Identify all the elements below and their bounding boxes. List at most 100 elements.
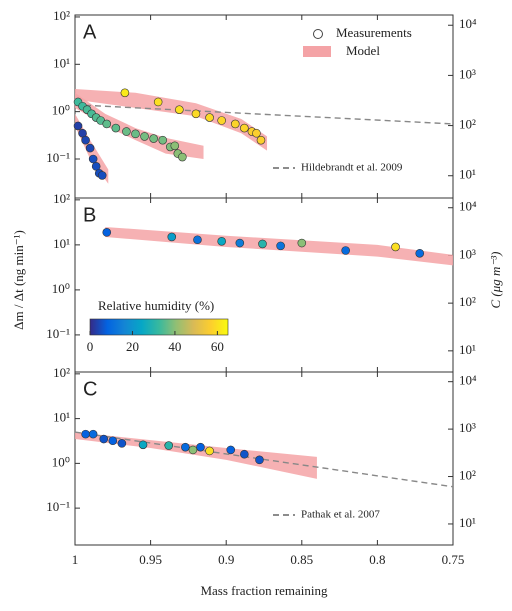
- measurement-point: [164, 441, 174, 450]
- measurement-point: [297, 238, 307, 248]
- panel-label: C: [83, 378, 97, 400]
- measurement-point: [81, 429, 90, 439]
- x-axis-label: Mass fraction remaining: [200, 583, 328, 598]
- x-tick-label: 0.8: [369, 552, 385, 567]
- y2-tick-label: 10²: [459, 468, 476, 483]
- y-tick-label: 10⁰: [52, 281, 70, 296]
- measurement-point: [170, 141, 180, 151]
- y-tick-label: 10²: [53, 8, 70, 23]
- y2-axis-label: C (μg m⁻³): [488, 251, 503, 308]
- measurement-point: [102, 228, 112, 237]
- legend-band: [303, 46, 331, 57]
- measurement-point: [217, 237, 226, 246]
- reference-label: Pathak et al. 2007: [301, 509, 380, 521]
- model-band: [75, 432, 317, 479]
- colorbar: [89, 318, 229, 336]
- colorbar-tick-label: 20: [126, 339, 139, 354]
- measurement-point: [188, 445, 198, 455]
- x-tick-label: 0.75: [442, 552, 465, 567]
- y-tick-label: 10⁻¹: [46, 150, 70, 165]
- y-tick-label: 10⁻¹: [46, 326, 70, 341]
- measurement-point: [131, 129, 140, 139]
- measurement-point: [167, 232, 177, 242]
- y-tick-label: 10⁻¹: [46, 499, 70, 514]
- measurement-point: [240, 123, 249, 133]
- measurement-point: [178, 152, 187, 162]
- measurement-point: [120, 88, 130, 98]
- measurement-point: [122, 127, 131, 136]
- y2-tick-label: 10⁴: [459, 16, 477, 31]
- measurement-point: [193, 235, 202, 245]
- panel-label: B: [83, 204, 96, 226]
- reference-line: [74, 431, 454, 488]
- measurement-point: [102, 119, 112, 129]
- y-tick-label: 10¹: [53, 236, 70, 251]
- y2-tick-label: 10²: [459, 117, 476, 132]
- measurement-point: [117, 439, 127, 448]
- panel-label: A: [83, 21, 97, 43]
- colorbar-tick-label: 0: [87, 339, 94, 354]
- measurement-point: [81, 135, 90, 145]
- measurement-point: [415, 249, 425, 258]
- measurement-point: [256, 135, 266, 145]
- legend-label: Measurements: [336, 25, 412, 40]
- measurement-point: [235, 238, 245, 248]
- measurement-point: [255, 455, 264, 465]
- measurement-point: [97, 171, 107, 180]
- measurement-point: [88, 429, 98, 439]
- y2-tick-label: 10³: [459, 66, 476, 81]
- measurement-point: [138, 440, 148, 450]
- measurement-point: [175, 105, 184, 114]
- y2-tick-label: 10²: [459, 294, 476, 309]
- measurement-point: [153, 97, 163, 107]
- x-tick-label: 0.95: [139, 552, 162, 567]
- reference-label: Hildebrandt et al. 2009: [301, 162, 403, 174]
- legend-label: Model: [346, 43, 380, 58]
- y2-tick-label: 10³: [459, 420, 476, 435]
- y2-tick-label: 10³: [459, 246, 476, 261]
- measurement-point: [191, 109, 201, 119]
- measurement-point: [140, 132, 149, 141]
- x-tick-label: 0.9: [218, 552, 234, 567]
- measurement-point: [258, 239, 267, 249]
- measurement-point: [196, 442, 205, 452]
- measurement-point: [85, 143, 95, 153]
- model-band: [75, 89, 268, 151]
- measurement-point: [240, 449, 249, 459]
- measurement-point: [391, 242, 400, 252]
- measurement-point: [276, 241, 285, 251]
- y-tick-label: 10¹: [53, 410, 70, 425]
- legend-marker: [313, 29, 323, 39]
- measurement-point: [158, 135, 167, 145]
- measurement-point: [108, 436, 118, 446]
- model-band: [75, 92, 204, 159]
- y2-tick-label: 10¹: [459, 515, 476, 530]
- y2-tick-label: 10¹: [459, 167, 476, 182]
- y2-tick-label: 10¹: [459, 342, 476, 357]
- colorbar-label: Relative humidity (%): [98, 298, 214, 313]
- x-tick-label: 1: [72, 552, 79, 567]
- y2-tick-label: 10⁴: [459, 373, 477, 388]
- y-tick-label: 10¹: [53, 55, 70, 70]
- measurement-point: [230, 119, 240, 129]
- measurement-point: [99, 434, 109, 444]
- y2-tick-label: 10⁴: [459, 199, 477, 214]
- measurement-point: [252, 128, 261, 138]
- measurement-point: [226, 445, 236, 455]
- measurement-point: [181, 442, 190, 452]
- measurement-point: [73, 121, 83, 131]
- y-tick-label: 10⁰: [52, 454, 70, 469]
- colorbar-tick-label: 60: [211, 339, 224, 354]
- measurement-point: [217, 116, 226, 125]
- measurement-point: [205, 446, 214, 456]
- x-tick-label: 0.85: [290, 552, 313, 567]
- measurement-point: [111, 123, 121, 133]
- y-axis-label: Δm / Δt (ng min⁻¹): [11, 230, 26, 330]
- measurement-point: [341, 246, 350, 255]
- y-tick-label: 10²: [53, 365, 70, 380]
- panel-frame: [74, 371, 454, 546]
- y-tick-label: 10²: [53, 191, 70, 206]
- y-tick-label: 10⁰: [52, 103, 70, 118]
- measurement-point: [88, 154, 98, 164]
